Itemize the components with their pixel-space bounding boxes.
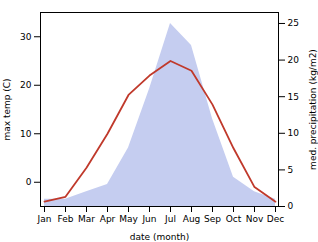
svg-text:Jun: Jun (141, 214, 156, 224)
svg-text:Nov: Nov (246, 214, 264, 224)
svg-text:0: 0 (288, 201, 294, 211)
svg-text:Jan: Jan (37, 214, 52, 224)
svg-text:10: 10 (288, 128, 300, 138)
svg-text:Feb: Feb (58, 214, 74, 224)
svg-text:Dec: Dec (267, 214, 284, 224)
svg-text:Aug: Aug (183, 214, 201, 224)
svg-text:May: May (119, 214, 138, 224)
svg-text:med. precipitation (kg/m2): med. precipitation (kg/m2) (308, 49, 318, 170)
svg-text:15: 15 (288, 92, 299, 102)
svg-text:Mar: Mar (78, 214, 95, 224)
svg-text:Apr: Apr (100, 214, 116, 224)
svg-text:Sep: Sep (204, 214, 221, 224)
svg-text:25: 25 (288, 18, 299, 28)
svg-text:20: 20 (20, 80, 32, 90)
svg-text:20: 20 (288, 55, 300, 65)
svg-text:30: 30 (20, 32, 32, 42)
svg-text:Oct: Oct (226, 214, 242, 224)
svg-text:Jul: Jul (164, 214, 176, 224)
svg-text:10: 10 (20, 129, 32, 139)
svg-text:max temp (C): max temp (C) (2, 78, 12, 140)
svg-text:0: 0 (26, 177, 32, 187)
svg-text:5: 5 (288, 165, 294, 175)
svg-text:date (month): date (month) (130, 232, 189, 242)
